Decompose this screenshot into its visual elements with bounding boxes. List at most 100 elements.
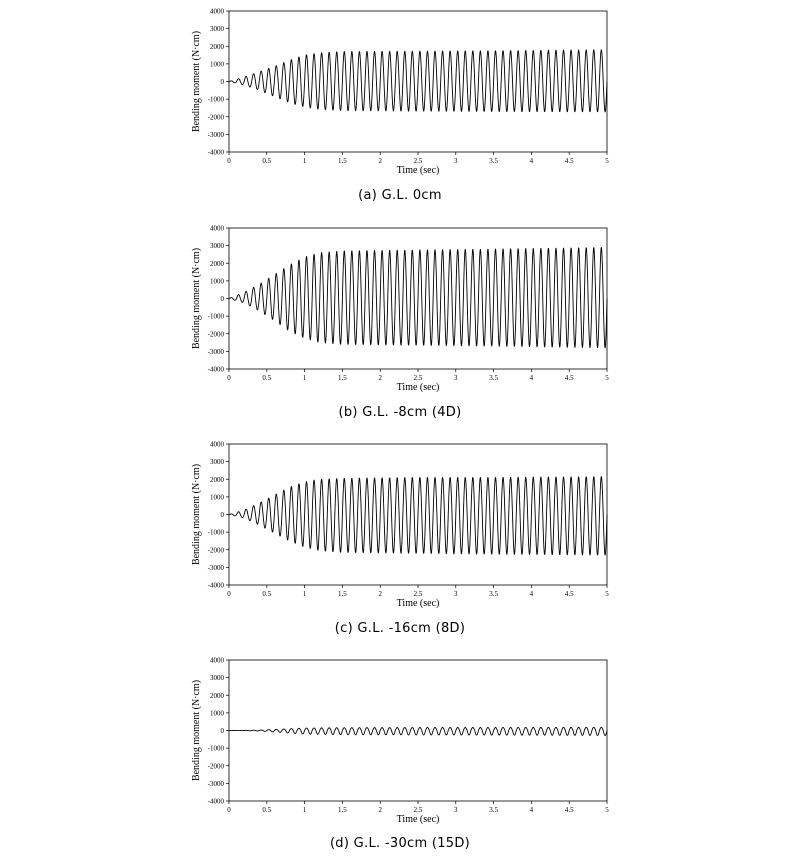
panel-caption: (b) G.L. -8cm (4D) <box>338 405 462 420</box>
y-axis-label: Bending moment (N·cm) <box>191 680 202 781</box>
x-tick-label: 2 <box>378 590 382 598</box>
y-tick-label: 1000 <box>210 493 225 501</box>
x-tick-label: 5 <box>605 374 609 382</box>
x-axis-label: Time (sec) <box>397 598 440 609</box>
y-tick-label: 1000 <box>210 60 225 68</box>
x-tick-label: 2 <box>378 157 382 165</box>
x-tick-label: 0 <box>227 806 231 814</box>
panel-caption: (c) G.L. -16cm (8D) <box>334 621 466 636</box>
y-tick-label: 3000 <box>210 242 225 250</box>
y-tick-label: -2000 <box>208 546 225 554</box>
y-tick-label: -2000 <box>208 330 225 338</box>
y-tick-label: 4000 <box>210 441 225 449</box>
x-tick-label: 1.5 <box>338 806 347 814</box>
x-tick-label: 0.5 <box>262 806 271 814</box>
x-tick-label: 0 <box>227 157 231 165</box>
y-tick-label: -1000 <box>208 96 225 104</box>
y-tick-label: -1000 <box>208 313 225 321</box>
x-tick-label: 5 <box>605 157 609 165</box>
x-tick-label: 0.5 <box>262 374 271 382</box>
y-tick-label: 2000 <box>210 692 225 700</box>
y-tick-label: -2000 <box>208 113 225 121</box>
x-tick-label: 5 <box>605 806 609 814</box>
x-tick-label: 1.5 <box>338 157 347 165</box>
x-tick-label: 3 <box>454 590 458 598</box>
x-tick-label: 2.5 <box>414 590 423 598</box>
y-tick-label: -1000 <box>208 745 225 753</box>
y-tick-label: -4000 <box>208 798 225 806</box>
y-tick-label: -1000 <box>208 529 225 537</box>
x-tick-label: 1 <box>303 806 307 814</box>
y-tick-label: 3000 <box>210 458 225 466</box>
x-tick-label: 3.5 <box>489 590 498 598</box>
x-axis-label: Time (sec) <box>397 814 440 825</box>
y-tick-label: 1000 <box>210 277 225 285</box>
y-tick-label: 3000 <box>210 674 225 682</box>
y-tick-label: -4000 <box>208 582 225 590</box>
x-tick-label: 3 <box>454 374 458 382</box>
x-axis-label: Time (sec) <box>397 382 440 393</box>
y-tick-label: 2000 <box>210 476 225 484</box>
y-axis-label: Bending moment (N·cm) <box>191 248 202 349</box>
x-tick-label: 1 <box>303 374 307 382</box>
y-axis-label: Bending moment (N·cm) <box>191 464 202 565</box>
y-tick-label: 0 <box>221 78 225 86</box>
x-tick-label: 4.5 <box>565 157 574 165</box>
y-tick-label: 0 <box>221 511 225 519</box>
x-tick-label: 0 <box>227 590 231 598</box>
y-tick-label: -3000 <box>208 564 225 572</box>
x-tick-label: 4.5 <box>565 590 574 598</box>
x-tick-label: 3 <box>454 157 458 165</box>
y-tick-label: -3000 <box>208 780 225 788</box>
x-tick-label: 3.5 <box>489 374 498 382</box>
y-tick-label: -4000 <box>208 366 225 374</box>
x-tick-label: 2.5 <box>414 374 423 382</box>
x-tick-label: 3 <box>454 806 458 814</box>
x-tick-label: 4.5 <box>565 374 574 382</box>
y-tick-label: 0 <box>221 727 225 735</box>
x-tick-label: 2 <box>378 374 382 382</box>
series-line <box>228 247 608 349</box>
y-tick-label: 4000 <box>210 225 225 233</box>
x-tick-label: 3.5 <box>489 157 498 165</box>
x-tick-label: 2.5 <box>414 806 423 814</box>
x-axis-label: Time (sec) <box>397 165 440 176</box>
series-line <box>229 726 608 736</box>
x-tick-label: 0.5 <box>262 590 271 598</box>
x-tick-label: 4 <box>530 157 534 165</box>
x-tick-label: 4 <box>530 806 534 814</box>
series-line <box>228 476 608 556</box>
y-tick-label: 2000 <box>210 260 225 268</box>
x-tick-label: 1.5 <box>338 590 347 598</box>
y-tick-label: 3000 <box>210 25 225 33</box>
x-tick-label: 1.5 <box>338 374 347 382</box>
x-tick-label: 1 <box>303 157 307 165</box>
x-tick-label: 4 <box>530 374 534 382</box>
y-axis-label: Bending moment (N·cm) <box>191 31 202 132</box>
y-tick-label: 1000 <box>210 709 225 717</box>
panel-caption: (a) G.L. 0cm <box>358 188 442 203</box>
y-tick-label: -4000 <box>208 149 225 157</box>
y-tick-label: 0 <box>221 295 225 303</box>
y-tick-label: -3000 <box>208 348 225 356</box>
y-tick-label: 4000 <box>210 8 225 16</box>
series-line <box>228 49 608 113</box>
x-tick-label: 2 <box>378 806 382 814</box>
y-tick-label: 2000 <box>210 43 225 51</box>
x-tick-label: 3.5 <box>489 806 498 814</box>
y-tick-label: -3000 <box>208 131 225 139</box>
panel-caption: (d) G.L. -30cm (15D) <box>329 836 471 851</box>
x-tick-label: 1 <box>303 590 307 598</box>
y-tick-label: 4000 <box>210 657 225 665</box>
x-tick-label: 5 <box>605 590 609 598</box>
x-tick-label: 4.5 <box>565 806 574 814</box>
y-tick-label: -2000 <box>208 762 225 770</box>
x-tick-label: 0.5 <box>262 157 271 165</box>
x-tick-label: 0 <box>227 374 231 382</box>
x-tick-label: 4 <box>530 590 534 598</box>
